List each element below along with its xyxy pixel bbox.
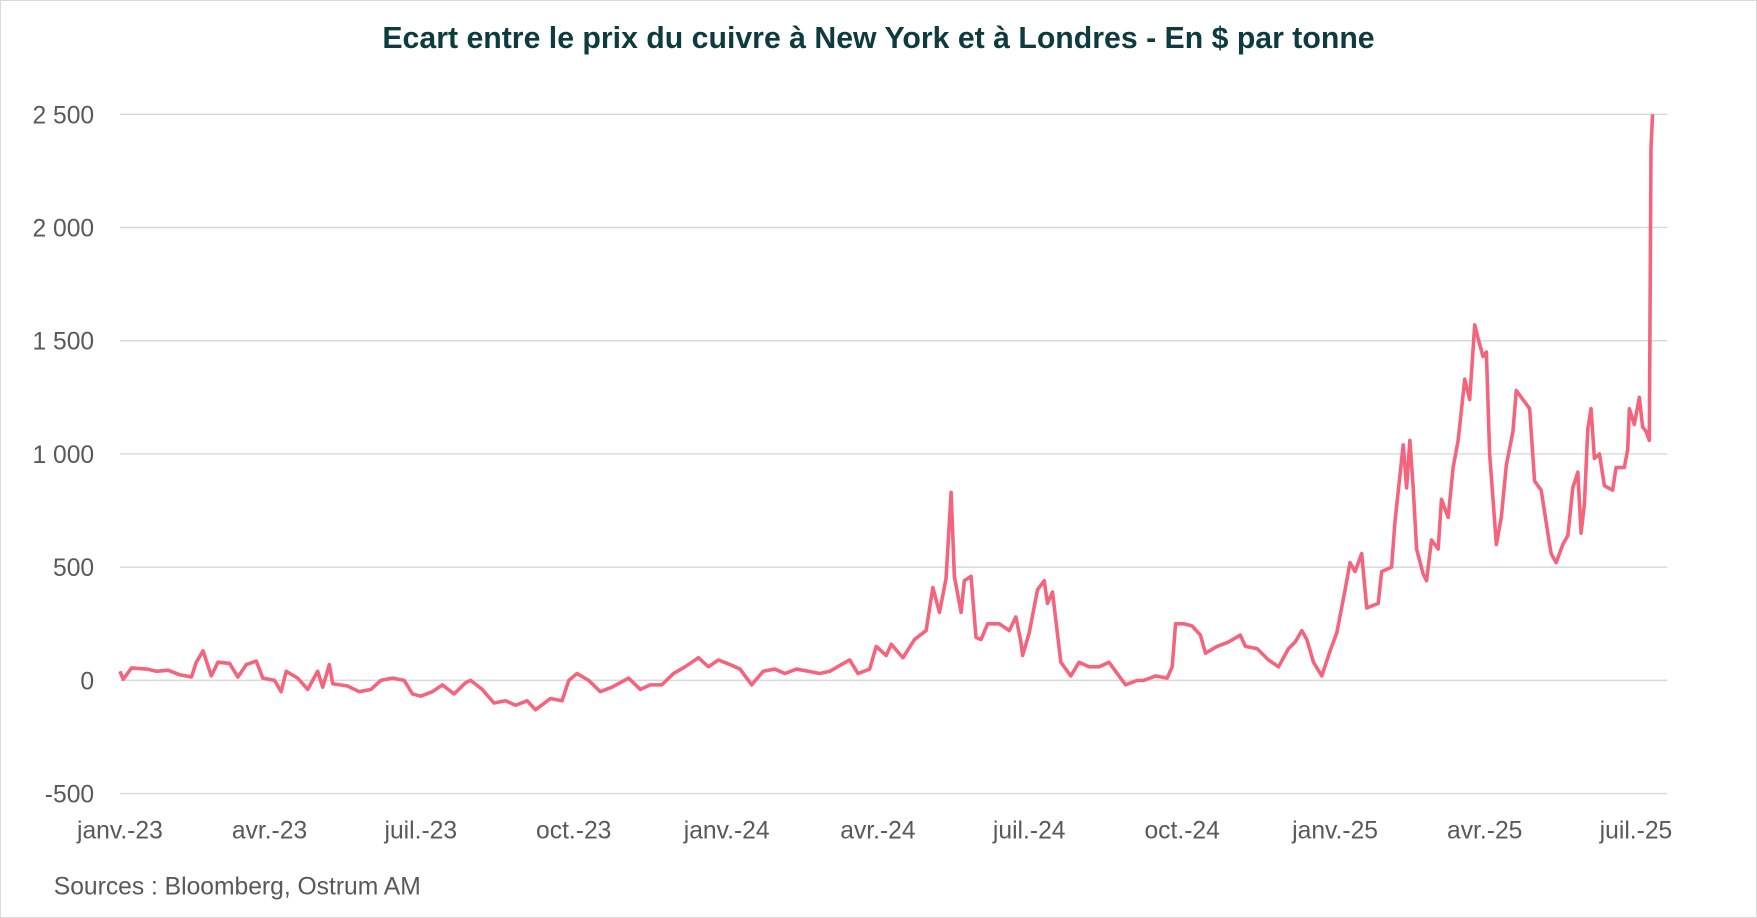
x-tick-label: juil.-25	[1599, 817, 1673, 844]
x-tick-label: janv.-24	[683, 817, 770, 844]
y-tick-label: 2 000	[32, 216, 94, 243]
chart-title: Ecart entre le prix du cuivre à New York…	[382, 22, 1374, 55]
x-tick-label: oct.-23	[536, 817, 611, 844]
x-tick-label: avr.-25	[1447, 817, 1522, 844]
x-tick-label: juil.-23	[383, 817, 457, 844]
source-note: Sources : Bloomberg, Ostrum AM	[54, 873, 421, 900]
y-tick-label: 2 500	[32, 102, 94, 129]
y-tick-label: 1 500	[32, 329, 94, 356]
x-tick-label: juil.-24	[992, 817, 1066, 844]
x-tick-label: avr.-24	[840, 817, 915, 844]
series-line	[118, 114, 1655, 712]
y-tick-label: 1 000	[32, 442, 94, 469]
y-tick-label: 500	[53, 555, 94, 582]
y-tick-label: 0	[80, 668, 94, 695]
x-tick-label: janv.-25	[1291, 817, 1378, 844]
x-tick-label: oct.-24	[1144, 817, 1219, 844]
y-tick-label: -500	[45, 782, 94, 809]
x-tick-label: avr.-23	[232, 817, 307, 844]
x-tick-label: janv.-23	[76, 817, 163, 844]
